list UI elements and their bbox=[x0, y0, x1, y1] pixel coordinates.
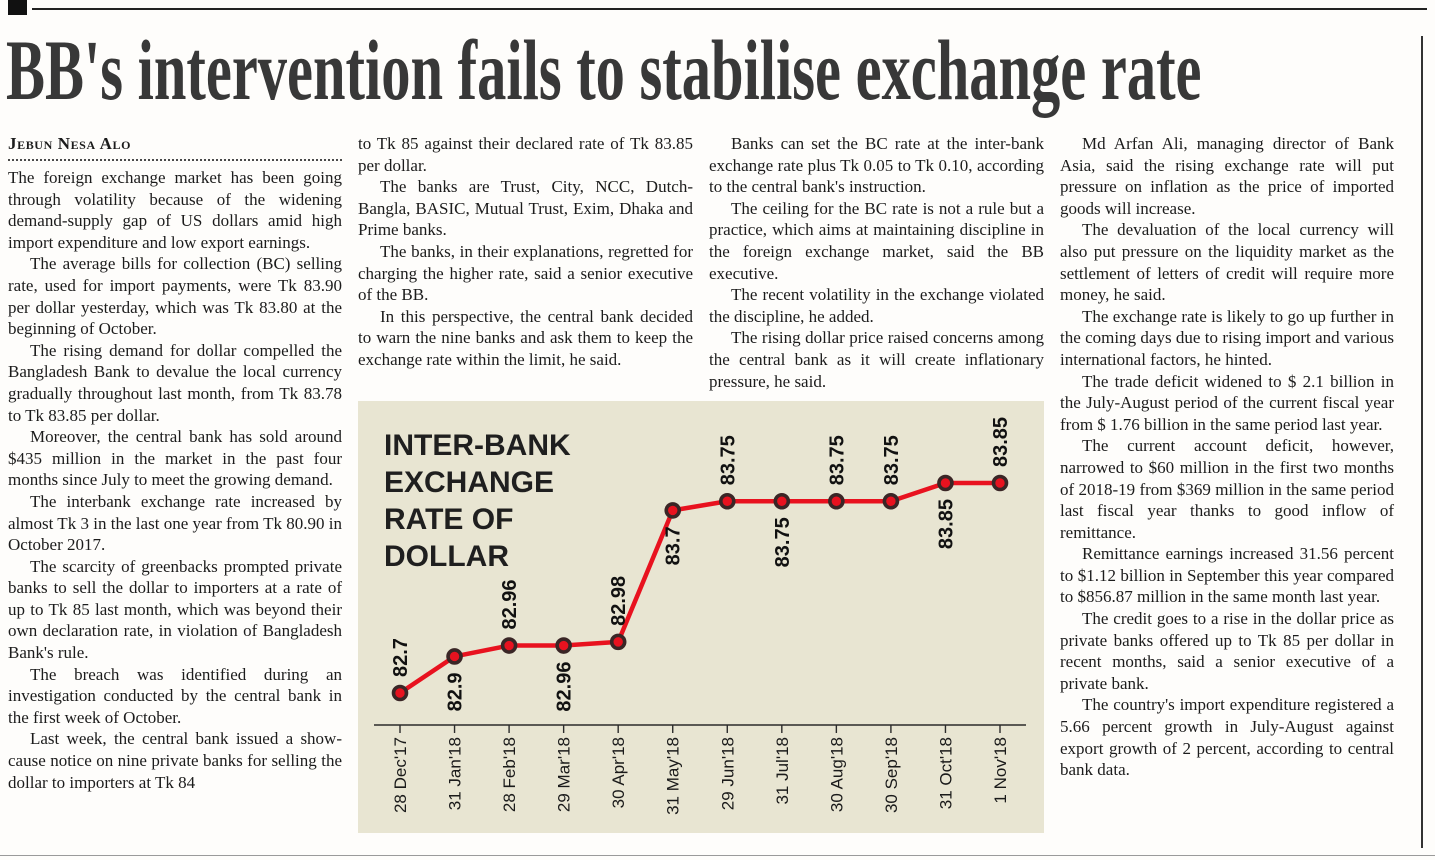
chart-point bbox=[828, 493, 845, 510]
chart-value-label: 83.7 bbox=[663, 527, 685, 566]
chart-value-label: 83.85 bbox=[935, 499, 957, 549]
article-paragraph: Moreover, the central bank has sold arou… bbox=[8, 427, 342, 490]
article-paragraph: The rising demand for dollar compelled t… bbox=[8, 340, 342, 425]
article-paragraph: The ceiling for the BC rate is not a rul… bbox=[709, 198, 1044, 283]
chart-point bbox=[937, 474, 954, 492]
line-chart-svg: INTER-BANK EXCHANGE RATE OF DOLLAR 28 Dec'17… bbox=[358, 401, 1044, 834]
chart-value-label: 82.96 bbox=[554, 662, 576, 712]
article-paragraph: The interbank exchange rate increased by… bbox=[8, 491, 342, 555]
top-rule-divider bbox=[32, 8, 1427, 10]
x-axis-label: 1 Nov'18 bbox=[991, 737, 1010, 804]
right-rule-divider bbox=[1421, 36, 1423, 848]
corner-square-decoration bbox=[8, 0, 27, 15]
chart-value-label: 83.75 bbox=[826, 435, 848, 485]
x-axis-label: 31 Oct'18 bbox=[936, 737, 955, 809]
article-paragraph: The country's import expenditure registe… bbox=[1060, 695, 1394, 780]
x-axis-label: 30 Sep'18 bbox=[882, 737, 901, 813]
x-axis-label: 31 Jul'18 bbox=[773, 737, 792, 805]
article-paragraph: The credit goes to a rise in the dollar … bbox=[1060, 609, 1394, 693]
article-paragraph: In this perspective, the central bank de… bbox=[358, 306, 693, 369]
chart-value-label: 83.85 bbox=[990, 417, 1012, 467]
chart-value-label: 82.96 bbox=[499, 580, 521, 630]
chart-value-label: 83.75 bbox=[772, 517, 794, 567]
chart-title-line: INTER-BANK bbox=[384, 429, 571, 462]
bottom-rule-divider bbox=[0, 855, 1435, 856]
chart-point bbox=[718, 493, 736, 510]
chart-point bbox=[773, 493, 791, 510]
article-paragraph: to Tk 85 against their declared rate of … bbox=[358, 134, 693, 175]
article-column-4: Md Arfan Ali, managing director of Bank … bbox=[1060, 133, 1394, 850]
x-axis-label: 28 Dec'17 bbox=[391, 737, 410, 813]
x-axis-label: 30 Aug'18 bbox=[827, 737, 846, 812]
article-paragraph: The recent volatility in the exchange vi… bbox=[709, 285, 1044, 326]
article-paragraph: The trade deficit widened to $ 2.1 billi… bbox=[1060, 371, 1394, 434]
chart-value-label: 82.98 bbox=[608, 576, 630, 626]
chart-point bbox=[882, 493, 900, 510]
article-body: Jebun Nesa Alo The foreign exchange mark… bbox=[8, 133, 1410, 850]
x-axis-label: 30 Apr'18 bbox=[609, 737, 628, 808]
chart-background bbox=[358, 401, 1044, 834]
x-axis-label: 29 Jun'18 bbox=[718, 737, 737, 810]
chart-point bbox=[555, 637, 572, 654]
byline-dotted-rule bbox=[8, 155, 342, 161]
chart-value-label: 82.7 bbox=[390, 638, 412, 677]
article-column-3: Banks can set the BC rate at the inter-b… bbox=[709, 133, 1044, 392]
chart-value-label: 83.75 bbox=[717, 435, 739, 485]
chart-title-line: DOLLAR bbox=[384, 540, 509, 573]
article-paragraph: The rising dollar price raised concerns … bbox=[709, 328, 1044, 391]
chart-point bbox=[500, 637, 518, 654]
article-paragraph: The banks, in their explanations, regret… bbox=[358, 241, 693, 305]
article-column-1: Jebun Nesa Alo The foreign exchange mark… bbox=[8, 133, 342, 850]
chart-point bbox=[446, 648, 463, 665]
chart-point bbox=[664, 502, 682, 519]
article-paragraph: The devaluation of the local currency wi… bbox=[1060, 220, 1394, 305]
article-middle-section: to Tk 85 against their declared rate of … bbox=[358, 133, 1044, 850]
chart-title-line: RATE OF bbox=[384, 503, 513, 536]
article-headline: BB's intervention fails to stabilise exc… bbox=[6, 22, 1202, 118]
article-paragraph: The foreign exchange market has been goi… bbox=[8, 168, 342, 252]
chart-point bbox=[991, 474, 1009, 492]
chart-title-line: EXCHANGE bbox=[384, 466, 554, 499]
article-paragraph: The breach was identified during an inve… bbox=[8, 664, 342, 727]
article-paragraph: The average bills for collection (BC) se… bbox=[8, 254, 342, 339]
chart-value-label: 83.75 bbox=[881, 435, 903, 485]
chart-value-label: 82.9 bbox=[445, 673, 467, 712]
article-paragraph: The exchange rate is likely to go up fur… bbox=[1060, 306, 1394, 369]
byline: Jebun Nesa Alo bbox=[8, 134, 132, 153]
exchange-rate-chart: INTER-BANK EXCHANGE RATE OF DOLLAR 28 Dec'17… bbox=[358, 401, 1044, 834]
column-1-paragraphs: The foreign exchange market has been goi… bbox=[8, 167, 342, 793]
article-paragraph: The banks are Trust, City, NCC, Dutch-Ba… bbox=[358, 177, 693, 240]
article-paragraph: Remittance earnings increased 31.56 perc… bbox=[1060, 544, 1394, 607]
chart-line bbox=[397, 480, 1003, 696]
article-paragraph: Banks can set the BC rate at the inter-b… bbox=[709, 134, 1044, 197]
article-column-2: to Tk 85 against their declared rate of … bbox=[358, 133, 693, 392]
x-axis-label: 28 Feb'18 bbox=[500, 737, 519, 812]
article-paragraph: Md Arfan Ali, managing director of Bank … bbox=[1060, 134, 1394, 218]
x-axis-label: 31 Jan'18 bbox=[446, 737, 465, 810]
chart-point bbox=[391, 684, 409, 702]
x-axis-label: 29 Mar'18 bbox=[555, 737, 574, 812]
article-paragraph: Last week, the central bank issued a sho… bbox=[8, 729, 342, 792]
middle-text-columns: to Tk 85 against their declared rate of … bbox=[358, 133, 1044, 392]
article-paragraph: The scarcity of greenbacks prompted priv… bbox=[8, 556, 342, 663]
x-axis-label: 31 May'18 bbox=[664, 737, 683, 815]
chart-point bbox=[609, 633, 627, 651]
article-paragraph: The current account deficit, however, na… bbox=[1060, 436, 1394, 542]
